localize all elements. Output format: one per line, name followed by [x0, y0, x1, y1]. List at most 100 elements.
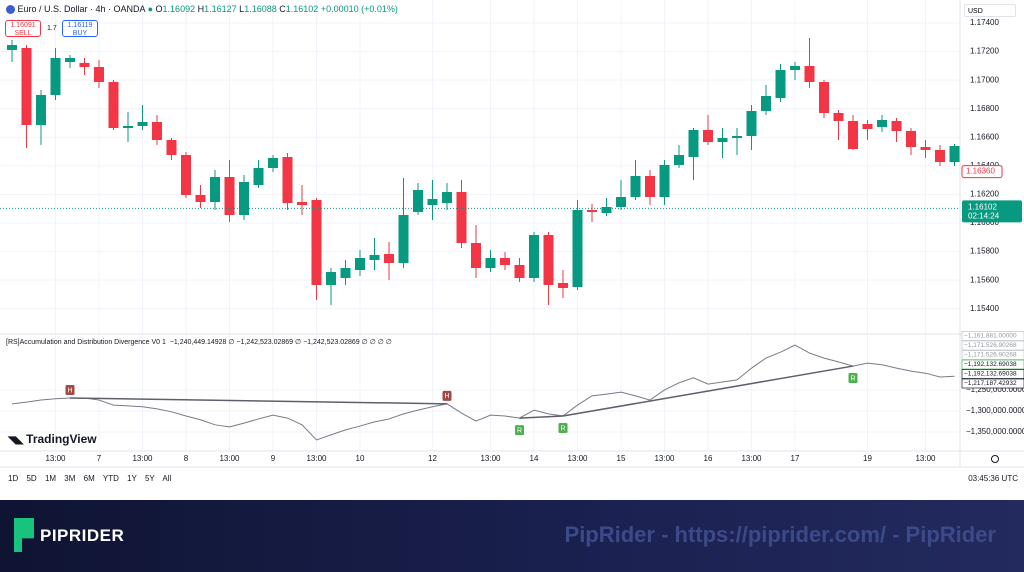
y-tick-label: −1,250,000.00000 — [966, 385, 1024, 394]
ohlc-key: H — [197, 4, 205, 14]
x-tick-label: 12 — [428, 454, 437, 463]
x-tick-label: 13:00 — [567, 454, 588, 463]
clock: 03:45:36 UTC — [968, 474, 1018, 483]
candle-body — [166, 140, 177, 155]
countdown: 02:14:24 — [968, 212, 1000, 221]
scale-label: −1,192,132.69038 — [964, 371, 1017, 378]
x-tick-label: 13:00 — [306, 454, 327, 463]
range-button[interactable]: 5D — [26, 474, 37, 483]
x-tick-label: 13:00 — [915, 454, 936, 463]
range-button[interactable]: 5Y — [144, 474, 155, 483]
candle-body — [775, 70, 786, 98]
scale-label: −1,171,526.90268 — [964, 342, 1017, 349]
y-tick-label: −1,300,000.00000 — [966, 406, 1024, 415]
candle-body — [384, 254, 394, 263]
change: +0.00010 (+0.01%) — [320, 4, 398, 14]
ohlc-value: 1.16102 — [285, 4, 319, 14]
candle-body — [674, 155, 684, 165]
scale-label-box — [961, 369, 1024, 379]
buy-button[interactable]: 1.16119 BUY — [62, 20, 98, 37]
candle-body — [688, 130, 699, 157]
price-marker-tag — [961, 165, 1003, 179]
x-tick-label: 13:00 — [654, 454, 675, 463]
divergence-marker — [65, 384, 75, 395]
candle-body — [717, 138, 728, 142]
candle-body — [21, 48, 32, 125]
candle-body — [935, 150, 945, 162]
scale-label: −1,192,132.69038 — [964, 361, 1017, 368]
candle-body — [239, 182, 249, 215]
candle-body — [514, 265, 525, 278]
candle-body — [123, 126, 133, 128]
candle-body — [181, 155, 191, 195]
candle-body — [297, 202, 307, 205]
range-button[interactable]: All — [162, 474, 172, 483]
candle-body — [94, 67, 104, 82]
symbol-legend: Euro / U.S. Dollar · 4h · OANDA ● O1.160… — [6, 4, 398, 15]
chart: 13:00 7 13:00 8 13:00 9 13:00 10 12 13:00 14 13:00 1… — [0, 0, 1024, 500]
sell-label: SELL — [14, 30, 32, 37]
candle-body — [355, 258, 365, 270]
banner: PIPRIDER PipRider - https://piprider.com… — [0, 500, 1024, 572]
candle-body — [746, 111, 757, 136]
candle-body — [442, 192, 452, 203]
candle-body — [645, 176, 655, 197]
candle-body — [282, 157, 293, 203]
x-tick-label: 9 — [271, 454, 276, 463]
currency-select[interactable]: USD — [964, 4, 1016, 17]
y-tick-label: 1.17200 — [970, 47, 999, 56]
x-tick-label: 7 — [97, 454, 102, 463]
range-button[interactable]: 3M — [64, 474, 76, 483]
candle-body — [268, 158, 278, 168]
x-tick-label: 13:00 — [741, 454, 762, 463]
logo: ◥◣ TradingView — [8, 432, 97, 446]
ohlc-key: O — [155, 4, 163, 14]
divergence-line — [69, 397, 448, 405]
candle-body — [413, 190, 423, 212]
scale-label-box — [961, 378, 1024, 389]
candle-body — [761, 96, 771, 111]
divergence-marker-label: H — [444, 393, 449, 400]
range-button[interactable]: 6M — [83, 474, 95, 483]
brand-name: PIPRIDER — [40, 526, 125, 545]
indicator-line — [11, 344, 955, 441]
candle-body — [543, 235, 554, 285]
scale-label: −1,217,187.42932 — [964, 380, 1017, 387]
logo-text: TradingView — [26, 432, 97, 446]
buy-label: BUY — [72, 30, 88, 37]
candle-body — [224, 177, 235, 215]
candle-body — [471, 243, 481, 268]
plot-background — [0, 0, 1024, 500]
range-button[interactable]: 1D — [8, 474, 19, 483]
range-button[interactable]: YTD — [102, 474, 119, 483]
y-tick-label: 1.16000 — [970, 218, 999, 227]
sell-price: 1.16091 — [10, 22, 36, 29]
x-tick-label: 15 — [617, 454, 626, 463]
y-tick-label: 1.16600 — [970, 132, 999, 141]
candle-body — [500, 258, 510, 265]
candle-body — [877, 120, 887, 127]
status-dot: ● — [147, 4, 154, 14]
x-tick-label: 19 — [863, 454, 872, 463]
y-tick-label: 1.16800 — [970, 104, 999, 113]
range-button[interactable]: 1Y — [127, 474, 137, 483]
watermark: PipRider - https://piprider.com/ - PipRi… — [564, 522, 996, 547]
candle-body — [152, 122, 162, 140]
candle-body — [79, 63, 90, 67]
scale-label-box — [961, 350, 1024, 360]
ohlc-value: 1.16092 — [162, 4, 196, 14]
scale-label: −1,161,881.00000 — [964, 333, 1017, 340]
x-tick-label: 16 — [704, 454, 713, 463]
y-tick-label: 1.16200 — [970, 190, 999, 199]
candle-body — [833, 113, 844, 121]
range-button[interactable]: 1M — [44, 474, 57, 483]
candle-body — [456, 192, 467, 243]
sell-button[interactable]: 1.16091 SELL — [5, 20, 41, 37]
spread: 1.7 — [47, 25, 57, 32]
candle-body — [529, 235, 539, 278]
ohlc-key: L — [239, 4, 245, 14]
symbol: Euro / U.S. Dollar · 4h · OANDA — [17, 4, 146, 14]
candle-body — [36, 95, 46, 125]
candle-body — [790, 66, 800, 70]
last-price-tag — [962, 200, 1022, 223]
